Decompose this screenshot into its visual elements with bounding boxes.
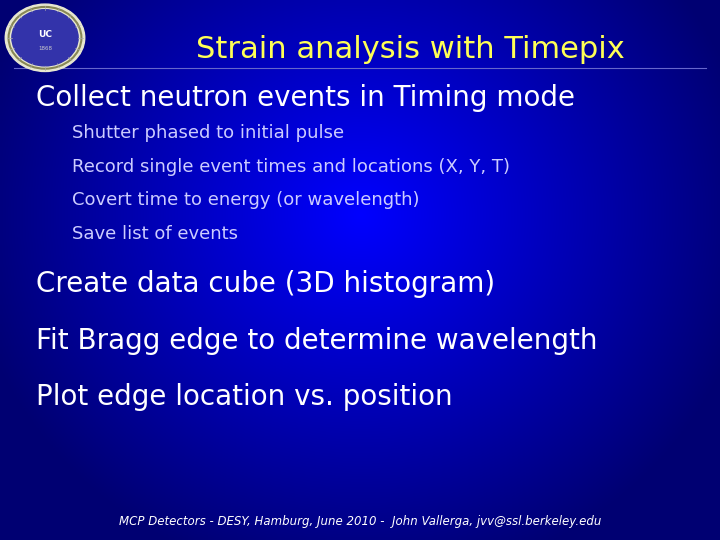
Text: Fit Bragg edge to determine wavelength: Fit Bragg edge to determine wavelength xyxy=(36,327,598,355)
Circle shape xyxy=(5,4,85,71)
Text: Save list of events: Save list of events xyxy=(72,225,238,242)
Text: 1868: 1868 xyxy=(38,46,52,51)
Circle shape xyxy=(12,10,78,66)
Text: MCP Detectors - DESY, Hamburg, June 2010 -  John Vallerga, jvv@ssl.berkeley.edu: MCP Detectors - DESY, Hamburg, June 2010… xyxy=(119,515,601,528)
Text: UC: UC xyxy=(38,30,52,39)
Text: Strain analysis with Timepix: Strain analysis with Timepix xyxy=(196,35,625,64)
Text: Create data cube (3D histogram): Create data cube (3D histogram) xyxy=(36,270,495,298)
Text: Record single event times and locations (X, Y, T): Record single event times and locations … xyxy=(72,158,510,176)
Text: Collect neutron events in Timing mode: Collect neutron events in Timing mode xyxy=(36,84,575,112)
Text: Shutter phased to initial pulse: Shutter phased to initial pulse xyxy=(72,124,344,142)
Text: Covert time to energy (or wavelength): Covert time to energy (or wavelength) xyxy=(72,191,420,209)
Text: Plot edge location vs. position: Plot edge location vs. position xyxy=(36,383,453,411)
